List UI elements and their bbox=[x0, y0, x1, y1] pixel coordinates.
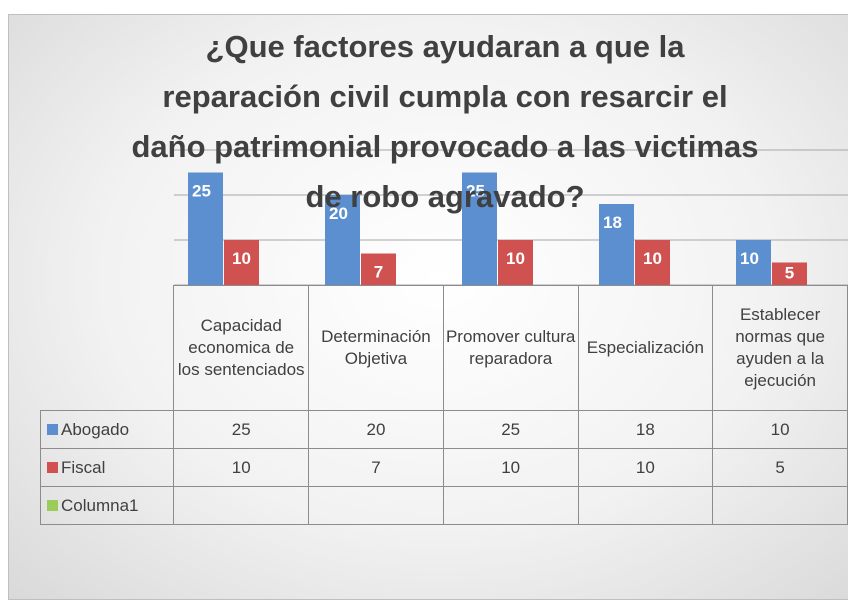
series-row: Fiscal 10 7 10 10 5 bbox=[39, 448, 848, 487]
table-value: 10 bbox=[712, 410, 848, 449]
legend-key bbox=[47, 499, 58, 511]
data-label: 7 bbox=[374, 263, 383, 282]
row-header: Fiscal bbox=[39, 448, 175, 487]
table-value: 5 bbox=[712, 448, 848, 487]
category-label: Promover cultura reparadora bbox=[442, 285, 579, 411]
bar bbox=[224, 240, 259, 285]
category-label: Determinación Objetiva bbox=[308, 285, 444, 411]
table-value bbox=[577, 486, 714, 525]
bar bbox=[188, 172, 223, 285]
bar bbox=[325, 195, 360, 285]
table-value: 10 bbox=[442, 448, 579, 487]
data-label: 25 bbox=[192, 182, 211, 201]
category-label: Capacidad economica de los sentenciados bbox=[173, 285, 310, 411]
table-value: 7 bbox=[308, 448, 444, 487]
table-value: 20 bbox=[308, 410, 444, 449]
data-label: 20 bbox=[329, 204, 348, 223]
bar bbox=[635, 240, 670, 285]
data-label: 10 bbox=[740, 249, 759, 268]
corner bbox=[40, 285, 175, 411]
legend-key bbox=[47, 461, 58, 473]
legend-label: Abogado bbox=[61, 419, 130, 439]
data-table: Capacidad economica de los sentenciados D… bbox=[39, 285, 848, 525]
data-label: 10 bbox=[643, 249, 662, 268]
table-value bbox=[712, 486, 848, 525]
data-label: 5 bbox=[785, 264, 794, 283]
chart-title: ¿Que factores ayudaran a que la reparaci… bbox=[131, 29, 759, 214]
table-value: 25 bbox=[442, 410, 579, 449]
row-header: Columna1 bbox=[39, 486, 175, 525]
bar bbox=[361, 253, 396, 285]
legend-label: Columna1 bbox=[61, 495, 139, 515]
legend-label: Fiscal bbox=[61, 457, 106, 477]
table-value: 10 bbox=[173, 448, 310, 487]
table-value bbox=[308, 486, 444, 525]
series-row: Abogado 25 20 25 18 10 bbox=[39, 410, 848, 449]
bar bbox=[462, 172, 497, 285]
bar bbox=[599, 204, 634, 285]
legend-key bbox=[47, 423, 58, 435]
table-value: 18 bbox=[577, 410, 714, 449]
bar bbox=[772, 262, 807, 285]
category-label: Especialización bbox=[577, 285, 714, 411]
table-value bbox=[173, 486, 310, 525]
data-label: 10 bbox=[506, 249, 525, 268]
bar bbox=[498, 240, 533, 285]
data-label: 25 bbox=[466, 182, 485, 201]
category-label: Establecer normas que ayuden a la ejecuc… bbox=[712, 285, 848, 411]
data-label: 10 bbox=[232, 249, 251, 268]
header-row: Capacidad economica de los sentenciados D… bbox=[40, 285, 848, 411]
row-header: Abogado bbox=[39, 410, 175, 449]
table-value: 10 bbox=[577, 448, 714, 487]
table-value: 25 bbox=[173, 410, 310, 449]
table-value bbox=[442, 486, 579, 525]
series-row: Columna1 bbox=[39, 486, 848, 525]
data-label: 18 bbox=[603, 213, 622, 232]
bar bbox=[736, 240, 771, 285]
